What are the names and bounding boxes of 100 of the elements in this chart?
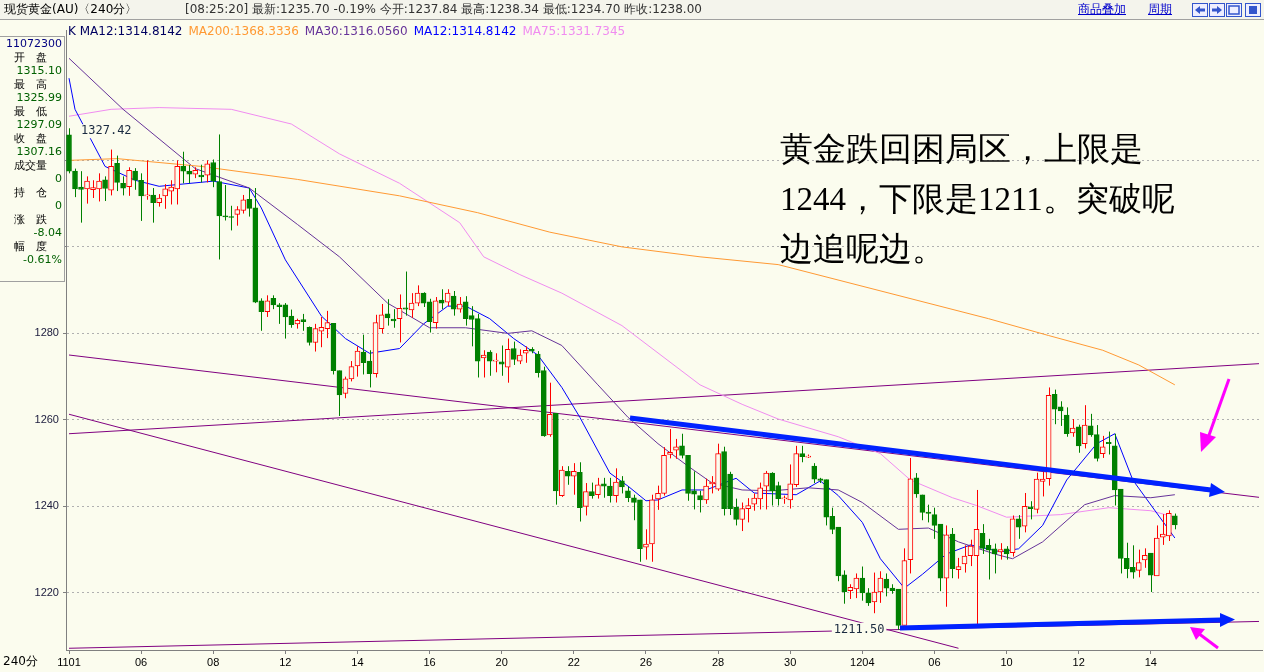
candlestick	[114, 155, 120, 192]
x-tick-label: 12	[279, 655, 292, 668]
text: 1297.09	[15, 118, 63, 132]
candlestick	[222, 184, 229, 221]
x-tick-label: 28	[711, 655, 725, 668]
text: MA12:1314.8142	[413, 24, 517, 38]
candlestick	[655, 485, 661, 511]
candlestick	[1099, 435, 1106, 459]
candlestick	[492, 352, 499, 373]
candlestick	[234, 205, 241, 227]
candlestick	[697, 490, 703, 513]
y-tick-label: 1240	[34, 499, 59, 512]
x-tick-label: 16	[423, 655, 436, 668]
candlestick	[210, 159, 217, 188]
text: 0	[54, 172, 63, 186]
annotation: 黄金跌回困局区，上限是1244，下限是1211。突破呢边追呢边。	[780, 130, 1176, 269]
y-tick-label: 1260	[34, 412, 59, 425]
x-tick-label: 10	[1000, 655, 1013, 668]
candlestick	[72, 168, 78, 198]
text: 持 仓	[13, 185, 48, 199]
candlestick	[1063, 406, 1070, 438]
text: MA200:1368.3336	[188, 24, 299, 38]
chart-subtitle: [08:25:20] 最新:1235.70 -0.19% 今开:1237.84 最高:1238.34 最低:1234.70 昨收:1238.00	[185, 1, 702, 18]
candlestick	[132, 167, 138, 191]
text: MA75:1331.7345	[522, 24, 626, 38]
x-tick-label: 06	[135, 655, 148, 668]
candlestick	[583, 482, 589, 516]
candlestick	[126, 166, 132, 197]
x-axis-title: 240分	[3, 653, 38, 670]
x-tick-label: 1204	[850, 655, 875, 668]
x-tick-label: 14	[1144, 655, 1157, 668]
y-tick-label: 1220	[34, 585, 59, 598]
candlestick	[631, 494, 637, 521]
text: -8.04	[32, 226, 63, 240]
text: 11072300	[5, 37, 63, 51]
candlestick	[510, 341, 517, 366]
text: 最 低	[13, 104, 48, 118]
y-tick-label: 1280	[34, 326, 59, 339]
candlestick	[96, 172, 102, 202]
candlestick	[811, 462, 818, 484]
candlestick	[1135, 549, 1142, 578]
candlestick	[204, 159, 211, 183]
candlestick	[546, 382, 553, 438]
candlestick	[667, 428, 673, 459]
x-tick-label: 20	[495, 655, 508, 668]
candlestick	[763, 470, 769, 510]
candlestick	[162, 183, 168, 210]
candlestick	[1087, 413, 1094, 438]
candlestick	[138, 172, 144, 222]
candlestick	[673, 438, 679, 460]
annotation: 1327.42	[81, 123, 132, 138]
text: 最 高	[13, 77, 48, 91]
x-tick-label: 22	[567, 655, 580, 668]
x-tick-label: 08	[207, 655, 220, 668]
candlestick	[679, 433, 685, 459]
candlestick	[1075, 424, 1082, 454]
chart-title: 现货黄金(AU)〈240分〉	[4, 1, 138, 18]
candlestick	[102, 175, 108, 202]
text: 0	[54, 199, 63, 213]
candlestick	[1027, 500, 1034, 520]
text: 幅 度	[13, 239, 48, 253]
x-tick-label: 12	[1072, 655, 1085, 668]
candlestick	[595, 477, 601, 500]
candlestick	[733, 498, 739, 526]
candlestick	[78, 170, 84, 224]
candlestick	[613, 467, 619, 503]
text: MA30:1316.0560	[304, 24, 408, 38]
candlestick	[757, 482, 763, 510]
candlestick	[1141, 547, 1148, 569]
candlestick	[144, 159, 150, 201]
candlestick	[571, 462, 577, 496]
candlestick	[1093, 424, 1100, 462]
candlestick	[240, 194, 247, 215]
x-tick-label: 06	[928, 655, 941, 668]
candlestick	[150, 187, 156, 224]
candlestick	[120, 175, 126, 196]
candlestick	[739, 502, 745, 532]
x-tick-label: 30	[784, 655, 797, 668]
candlestick	[691, 470, 697, 510]
text: 周期	[1148, 1, 1172, 18]
x-tick-label: 1101	[57, 655, 81, 668]
x-tick-label: 26	[639, 655, 653, 668]
legend-title: K MA12:1314.8142	[68, 24, 183, 38]
candlestick	[745, 497, 751, 523]
candlestick	[402, 271, 409, 317]
candlestick	[1081, 404, 1088, 449]
candlestick	[607, 477, 613, 503]
candlestick	[1166, 509, 1172, 542]
text: -0.61%	[22, 253, 63, 267]
candlestick	[1147, 552, 1154, 593]
text: 成交量	[13, 158, 48, 172]
text: 1315.10	[15, 64, 63, 78]
candlestick	[180, 151, 187, 184]
candlestick	[246, 187, 253, 218]
candlestick	[769, 471, 776, 507]
candlestick	[703, 478, 709, 505]
candlestick	[805, 453, 812, 459]
text: 1325.99	[15, 91, 63, 105]
candlestick	[108, 149, 114, 196]
text: 开 盘	[13, 50, 48, 64]
